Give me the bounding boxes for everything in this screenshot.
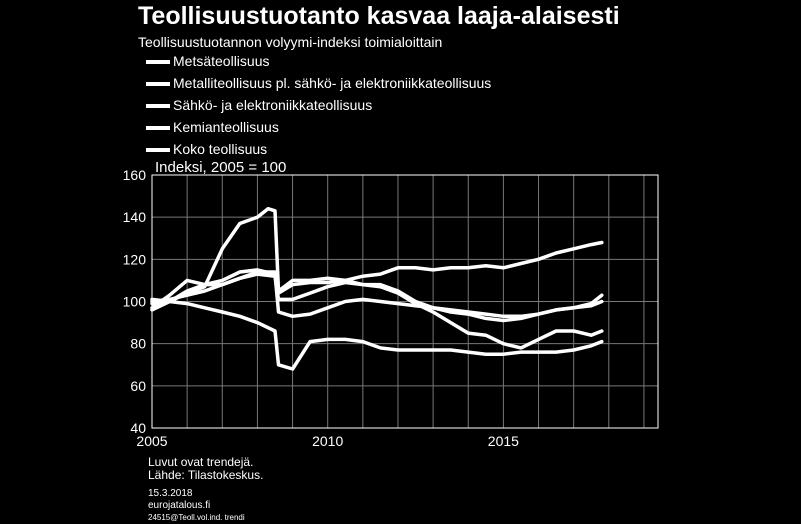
legend-label: Metalliteollisuus pl. sähkö- ja elektron… bbox=[173, 75, 492, 91]
y-tick-label: 120 bbox=[123, 251, 147, 267]
legend-label: Sähkö- ja elektroniikkateollisuus bbox=[173, 97, 373, 113]
legend-label: Metsäteollisuus bbox=[173, 53, 270, 69]
y-tick-label: 160 bbox=[123, 167, 147, 183]
series-line-5 bbox=[150, 272, 604, 323]
footer-site: eurojatalous.fi bbox=[148, 500, 211, 511]
y-tick-label: 60 bbox=[130, 378, 146, 394]
legend-swatch bbox=[146, 82, 170, 86]
chart-subtitle: Teollisuustuotannon volyymi-indeksi toim… bbox=[138, 34, 443, 50]
x-tick-label: 2015 bbox=[488, 433, 519, 449]
legend-label: Koko teollisuus bbox=[173, 141, 268, 157]
footer-date: 15.3.2018 bbox=[148, 488, 193, 499]
legend-swatch bbox=[146, 148, 170, 152]
series-line-1 bbox=[150, 297, 604, 371]
legend-swatch bbox=[146, 60, 170, 64]
x-tick-label: 2010 bbox=[312, 433, 343, 449]
series-line-2 bbox=[150, 268, 604, 319]
footer-notes: Luvut ovat trendejä. bbox=[148, 455, 254, 469]
legend-swatch bbox=[146, 126, 170, 130]
legend-label: Kemianteollisuus bbox=[173, 119, 279, 135]
chart-title: Teollisuustuotanto kasvaa laaja-alaisest… bbox=[138, 2, 620, 30]
x-tick-label: 2005 bbox=[136, 433, 167, 449]
y-tick-label: 40 bbox=[130, 420, 146, 436]
y-axis-label: Indeksi, 2005 = 100 bbox=[155, 159, 286, 176]
footer-source: Lähde: Tilastokeskus. bbox=[148, 468, 264, 482]
footer-code: 24515@Teoll.vol.ind. trendi bbox=[148, 513, 245, 522]
y-tick-label: 80 bbox=[130, 336, 146, 352]
y-tick-label: 100 bbox=[123, 294, 147, 310]
series-line-3 bbox=[150, 206, 604, 350]
y-tick-label: 140 bbox=[123, 209, 147, 225]
legend-swatch bbox=[146, 104, 170, 108]
